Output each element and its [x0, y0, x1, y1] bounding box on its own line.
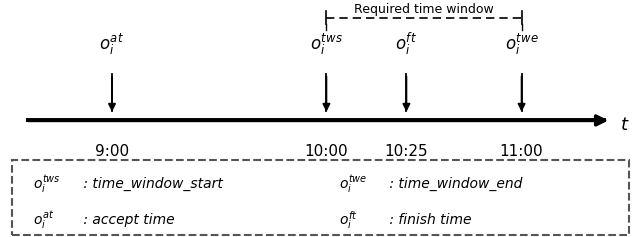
FancyBboxPatch shape [12, 160, 629, 235]
Text: 10:00: 10:00 [305, 144, 348, 159]
Text: 10:25: 10:25 [385, 144, 428, 159]
Text: $o_i^{tws}$: $o_i^{tws}$ [33, 173, 61, 195]
Text: : time_window_end: : time_window_end [385, 177, 522, 191]
Text: $o_i^{twe}$: $o_i^{twe}$ [339, 173, 367, 195]
Text: : accept time: : accept time [79, 213, 175, 227]
Text: Required time window: Required time window [354, 3, 494, 16]
Text: $o_i^{ft}$: $o_i^{ft}$ [339, 209, 358, 231]
Text: $o_i^{twe}$: $o_i^{twe}$ [505, 32, 538, 58]
Text: $o_i^{ft}$: $o_i^{ft}$ [396, 31, 417, 58]
Text: : finish time: : finish time [385, 213, 472, 227]
Text: $o_i^{at}$: $o_i^{at}$ [99, 32, 125, 58]
Text: $o_i^{tws}$: $o_i^{tws}$ [310, 32, 343, 58]
Text: 9:00: 9:00 [95, 144, 129, 159]
Text: : time_window_start: : time_window_start [79, 177, 223, 191]
Text: $o_i^{at}$: $o_i^{at}$ [33, 209, 54, 231]
Text: $t$: $t$ [620, 116, 629, 134]
Text: 11:00: 11:00 [500, 144, 543, 159]
